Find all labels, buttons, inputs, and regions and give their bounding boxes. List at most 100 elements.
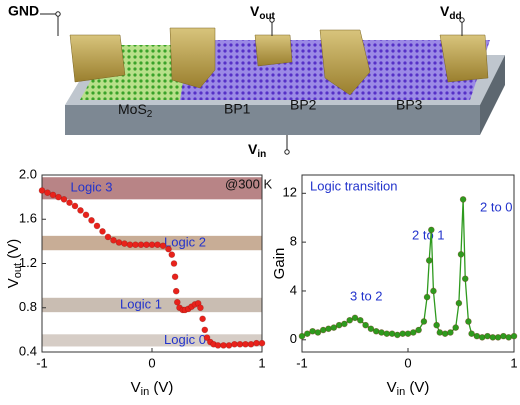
label-main: V: [250, 3, 260, 19]
data-point: [165, 245, 172, 253]
electrode-vdd: [439, 34, 489, 83]
axis-title: Vout (V): [5, 239, 24, 288]
label-vin: Vin: [248, 141, 266, 160]
electrode-1: [169, 27, 216, 89]
data-point: [247, 340, 255, 348]
y-tick-label: 4: [290, 282, 297, 297]
band-label: Logic 2: [164, 234, 206, 249]
annotation: @300 K: [225, 176, 272, 191]
label-bp3: BP3: [396, 97, 423, 113]
data-point: [325, 325, 332, 333]
data-point: [346, 316, 354, 324]
y-tick-label: 1.6: [19, 211, 37, 226]
data-point: [356, 316, 364, 324]
data-point: [409, 329, 417, 336]
data-point: [49, 191, 57, 199]
label-main: V: [440, 3, 450, 19]
annotation: 2 to 0: [480, 199, 513, 214]
data-point: [99, 228, 106, 235]
data-point: [372, 327, 380, 335]
axis-title-main: V: [131, 379, 141, 396]
data-point: [436, 329, 444, 336]
data-point: [330, 324, 338, 331]
data-point: [148, 241, 156, 248]
data-point: [500, 332, 507, 340]
axis-title: Vin (V): [387, 379, 430, 398]
data-point: [510, 332, 518, 340]
band-label: Logic 3: [71, 180, 113, 195]
data-point: [423, 293, 431, 301]
electrode-gnd: [69, 34, 126, 83]
data-point: [428, 226, 435, 234]
data-point: [242, 340, 249, 348]
axis-title-sub: in: [141, 386, 150, 398]
data-point: [203, 334, 211, 341]
y-tick-label: 1.2: [19, 255, 37, 270]
data-point: [452, 324, 460, 331]
label-vdd: Vdd: [440, 3, 462, 22]
data-point: [143, 241, 150, 248]
data-point: [55, 193, 62, 201]
data-point: [309, 327, 316, 335]
data-point: [201, 326, 209, 334]
data-point: [447, 329, 454, 336]
electrode-vout: [254, 34, 293, 67]
data-point: [335, 321, 343, 329]
data-point: [441, 330, 449, 337]
data-point: [457, 251, 465, 258]
data-point: [430, 287, 437, 295]
data-point: [77, 207, 84, 214]
data-point: [494, 334, 502, 341]
data-point: [220, 342, 227, 349]
device-illustration: GND Vout Vdd MoS2 BP1 BP2 BP3 Vin: [8, 3, 505, 160]
data-point: [197, 304, 204, 312]
data-point: [199, 315, 206, 323]
label-gnd: GND: [8, 3, 39, 19]
data-point: [468, 330, 475, 337]
annotation: 3 to 2: [350, 288, 383, 303]
axis-title-unit: (V): [5, 239, 22, 263]
data-point: [110, 236, 117, 244]
data-point: [137, 241, 145, 248]
data-point: [459, 196, 467, 203]
data-point: [465, 318, 472, 325]
axis-title-main: V: [387, 379, 397, 396]
axis-title: Gain: [271, 248, 288, 280]
label-bp2: BP2: [290, 97, 317, 113]
label-sub: dd: [449, 11, 461, 22]
axis-title: Vin (V): [131, 379, 174, 398]
data-point: [303, 330, 311, 337]
data-point: [314, 329, 322, 336]
data-point: [362, 321, 369, 329]
data-point: [473, 332, 481, 340]
axis-title-unit: (V): [405, 379, 429, 396]
data-point: [93, 222, 101, 230]
data-point: [505, 334, 513, 341]
data-point: [404, 330, 412, 337]
label-main: V: [248, 141, 258, 157]
data-point: [126, 241, 134, 248]
data-point: [478, 334, 486, 341]
axis-title-sub: in: [397, 386, 406, 398]
y-tick-label: 2.0: [19, 166, 37, 181]
label-vout: Vout: [250, 3, 276, 22]
data-point: [115, 239, 123, 246]
y-tick-label: 0: [290, 331, 297, 346]
band-label: Logic 1: [120, 296, 162, 311]
label-main: MoS: [118, 101, 147, 117]
data-point: [420, 318, 428, 325]
x-tick-label: -1: [36, 355, 48, 370]
substrate-front: [65, 105, 480, 135]
x-tick-label: 1: [258, 355, 265, 370]
label-sub: in: [257, 149, 266, 160]
data-point: [170, 260, 178, 267]
data-point: [319, 326, 327, 334]
x-tick-label: 0: [404, 355, 411, 370]
data-point: [415, 326, 422, 334]
y-tick-label: 8: [290, 234, 297, 249]
data-point: [433, 321, 440, 329]
data-point: [225, 342, 233, 349]
band-label: Logic 0: [164, 332, 206, 347]
logic-band: [42, 297, 262, 313]
